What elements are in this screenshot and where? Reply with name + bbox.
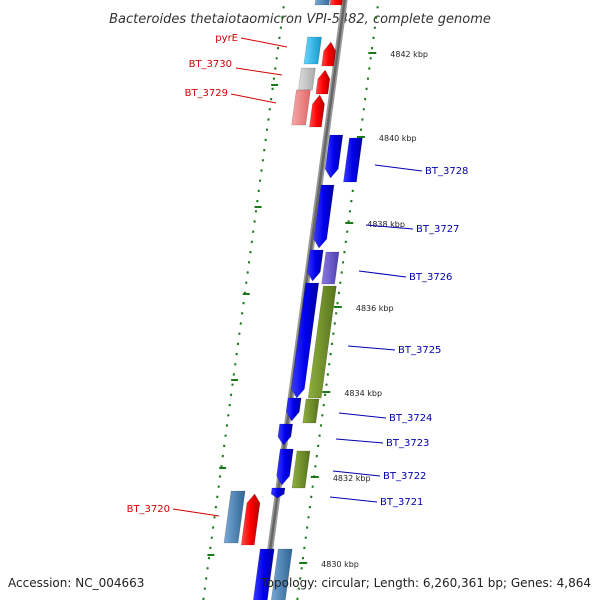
gene-leader-line <box>240 37 288 48</box>
gene-label-BT_3726: BT_3726 <box>409 272 452 283</box>
ruler-label: 4842 kbp <box>390 50 428 59</box>
feature-BT_3720 <box>240 493 261 546</box>
gene-features <box>223 0 363 600</box>
feature-bottom-b <box>270 548 293 600</box>
feature-BT_3729 <box>309 94 325 128</box>
feature-BT_3722 <box>291 450 311 489</box>
gene-leader-line <box>235 67 283 76</box>
gene-leader-line <box>335 438 384 444</box>
feature-BT_3730 <box>315 69 331 95</box>
feature-BT_3724-a <box>285 397 302 422</box>
gene-label-BT_3720: BT_3720 <box>127 504 170 515</box>
ruler-label: 4840 kbp <box>379 134 417 143</box>
gene-label-BT_3721: BT_3721 <box>380 497 423 508</box>
ruler-major-ticks: 4842 kbp 4840 kbp 4838 kbp 4836 kbp 4834 kbp… <box>299 50 428 569</box>
feature-pyrE-cog <box>303 36 322 65</box>
feature-BT_3727 <box>313 184 335 249</box>
gene-leader-line <box>230 93 277 104</box>
feature-BT_3720-cog <box>223 490 246 544</box>
feature-BT_3726-a <box>306 249 324 282</box>
feature-bottom-a <box>252 548 275 600</box>
feature-pyrE <box>321 41 337 67</box>
gene-label-BT_3722: BT_3722 <box>383 471 426 482</box>
gene-leader-line <box>358 270 407 278</box>
feature-BT_3723 <box>277 423 293 446</box>
map-title: Bacteroides thetaiotaomicron VPI-5482, c… <box>109 12 491 27</box>
gene-label-BT_3724: BT_3724 <box>389 413 432 424</box>
feature-BT_3728-a <box>324 134 344 179</box>
gene-label-pyrE: pyrE <box>215 33 238 44</box>
ruler-label: 4830 kbp <box>321 560 359 569</box>
gene-leader-line <box>374 164 423 172</box>
genome-summary-text: Topology: circular; Length: 6,260,361 bp… <box>260 576 591 590</box>
gene-label-BT_3728: BT_3728 <box>425 166 468 177</box>
gene-leader-line <box>365 224 414 230</box>
gene-label-BT_3730: BT_3730 <box>189 59 232 70</box>
feature-BT_3728 <box>343 137 363 183</box>
feature-BT_3729-cog <box>291 89 311 126</box>
feature-BT_3725-a <box>291 282 320 399</box>
ruler-label: 4834 kbp <box>344 389 382 398</box>
feature-BT_3721 <box>270 487 286 499</box>
feature-BT_3730-cog <box>298 67 316 91</box>
feature-BT_3725 <box>307 285 337 399</box>
accession-text: Accession: NC_004663 <box>8 576 144 590</box>
gene-labels: pyrE BT_3730 BT_3729 BT_3728 BT_3727 BT_3726 B… <box>127 33 468 517</box>
gene-leader-line <box>329 496 378 503</box>
gene-leader-line <box>347 345 396 351</box>
gene-leader-line <box>172 508 220 517</box>
feature-steel-top <box>314 0 330 6</box>
ruler-label: 4836 kbp <box>356 304 394 313</box>
feature-BT_3722-a <box>276 448 294 486</box>
ruler-label: 4832 kbp <box>333 474 371 483</box>
gene-label-BT_3725: BT_3725 <box>398 345 441 356</box>
gene-label-BT_3727: BT_3727 <box>416 224 459 235</box>
feature-red-top <box>329 0 343 6</box>
feature-BT_3726 <box>321 251 340 285</box>
gene-label-BT_3723: BT_3723 <box>386 438 429 449</box>
gene-leader-line <box>338 412 387 419</box>
feature-BT_3724 <box>302 398 320 424</box>
gene-label-BT_3729: BT_3729 <box>185 88 228 99</box>
gene-leader-line <box>332 470 381 477</box>
ruler-label: 4838 kbp <box>367 220 405 229</box>
